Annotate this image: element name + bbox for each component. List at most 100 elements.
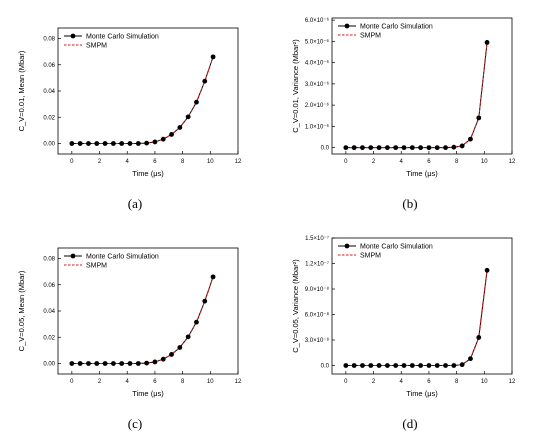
y-tick-label: 3.0×10⁻⁸ [305,337,330,344]
data-point-monte-carlo [443,145,448,151]
data-point-monte-carlo [351,145,357,151]
legend-marker-icon [344,23,350,29]
series-line-monte-carlo [71,56,214,144]
legend-label-monte-carlo: Monte Carlo Simulation [86,254,159,261]
x-tick-label: 8 [181,379,185,385]
data-point-monte-carlo [393,363,399,368]
x-tick-label: 0 [344,379,348,385]
data-point-monte-carlo [169,132,174,137]
data-point-monte-carlo [210,54,216,60]
y-tick-label: 1.0×10⁻⁶ [305,123,330,130]
data-point-monte-carlo [119,141,125,146]
data-point-monte-carlo [144,140,150,146]
x-tick-label: 6 [153,159,157,165]
x-axis-label: Time (μs) [132,169,164,178]
legend-label-monte-carlo: Monte Carlo Simulation [360,24,433,31]
legend-label-monte-carlo: Monte Carlo Simulation [86,34,159,41]
data-point-monte-carlo [127,141,133,146]
data-point-monte-carlo [459,362,465,368]
data-point-monte-carlo [86,361,91,366]
x-tick-label: 12 [235,379,242,385]
y-axis-label: C_V=0.01, Mean (Mbar) [17,50,26,131]
y-tick-label: 0.02 [43,115,55,121]
legend: Monte Carlo Simulation SMPM [64,34,159,50]
x-tick-label: 12 [509,159,516,165]
data-point-monte-carlo [110,141,116,146]
data-point-monte-carlo [144,360,150,366]
data-point-monte-carlo [409,145,415,151]
data-point-monte-carlo [185,114,191,120]
chart-panel-d: 0 2 4 6 8 10 12 0.0 3.0×10⁻⁸ 6.0×10⁻⁸ 9.0×10⁻⁸ 1.2×… [291,235,516,431]
data-point-monte-carlo [119,361,125,366]
data-point-monte-carlo [194,99,199,105]
legend: Monte Carlo Simulation SMPM [338,244,433,260]
legend-marker-icon [344,243,350,249]
x-tick-label: 4 [126,159,130,165]
data-point-monte-carlo [368,363,374,368]
data-point-monte-carlo [409,363,415,368]
data-point-monte-carlo [476,335,482,340]
data-point-monte-carlo [160,136,166,142]
x-tick-label: 10 [207,379,214,385]
x-tick-label: 0 [70,379,74,385]
data-point-monte-carlo [376,145,382,151]
data-point-monte-carlo [94,141,100,146]
series-line-monte-carlo [345,270,488,366]
series-line-smpm [345,270,488,366]
data-point-monte-carlo [360,363,365,368]
data-point-monte-carlo [127,361,133,366]
x-tick-label: 4 [126,379,130,385]
data-point-monte-carlo [69,361,75,366]
y-tick-label: 0.0 [321,146,330,152]
data-point-monte-carlo [360,145,365,151]
x-tick-label: 8 [181,159,185,165]
data-point-monte-carlo [376,363,382,368]
x-tick-label: 2 [98,159,102,165]
y-tick-label: 0.00 [43,142,55,148]
y-tick-label: 0.08 [43,257,55,263]
y-tick-label: 4.0×10⁻⁶ [305,60,330,67]
series-line-monte-carlo [71,276,214,364]
y-tick-label: 1.2×10⁻⁷ [305,261,329,268]
plot-frame [57,247,239,375]
data-point-monte-carlo [135,361,141,366]
y-tick-label: 3.0×10⁻⁶ [305,81,330,88]
y-tick-label: 9.0×10⁻⁸ [305,286,330,293]
data-point-monte-carlo [401,363,407,368]
x-axis-label: Time (μs) [132,389,164,398]
x-tick-label: 10 [481,159,488,165]
y-tick-label: 0.00 [43,362,55,368]
legend-label-smpm: SMPM [360,33,381,40]
plot-frame [331,237,513,375]
y-tick-label: 1.5×10⁻⁷ [305,235,329,242]
data-point-monte-carlo [177,125,183,130]
panel-caption: (a) [128,196,142,211]
series-line-monte-carlo [345,42,488,149]
y-tick-label: 5.0×10⁻⁶ [305,38,330,45]
data-point-monte-carlo [86,141,91,146]
data-point-monte-carlo [468,356,473,362]
panel-caption: (c) [128,416,142,431]
data-point-monte-carlo [202,298,208,304]
data-point-monte-carlo [210,274,216,280]
y-tick-label: 6.0×10⁻⁸ [305,312,330,319]
data-point-monte-carlo [384,145,390,151]
x-tick-label: 0 [70,159,74,165]
legend-marker-icon [70,253,76,259]
data-point-monte-carlo [484,267,490,273]
legend: Monte Carlo Simulation SMPM [338,24,433,40]
x-tick-label: 0 [344,159,348,165]
y-tick-label: 0.06 [43,283,55,289]
chart-panel-a: 0 2 4 6 8 10 12 0.00 0.02 0.04 0.06 0.08 Time (μs) C_… [17,27,242,211]
data-point-monte-carlo [459,143,465,149]
x-tick-label: 6 [427,159,431,165]
data-point-monte-carlo [476,115,482,121]
data-point-monte-carlo [368,145,374,151]
y-tick-label: 0.0 [321,364,330,370]
x-axis-label: Time (μs) [406,389,438,398]
data-point-monte-carlo [434,145,440,151]
data-point-monte-carlo [426,145,432,151]
data-point-monte-carlo [351,363,357,368]
y-tick-label: 0.06 [43,63,55,69]
